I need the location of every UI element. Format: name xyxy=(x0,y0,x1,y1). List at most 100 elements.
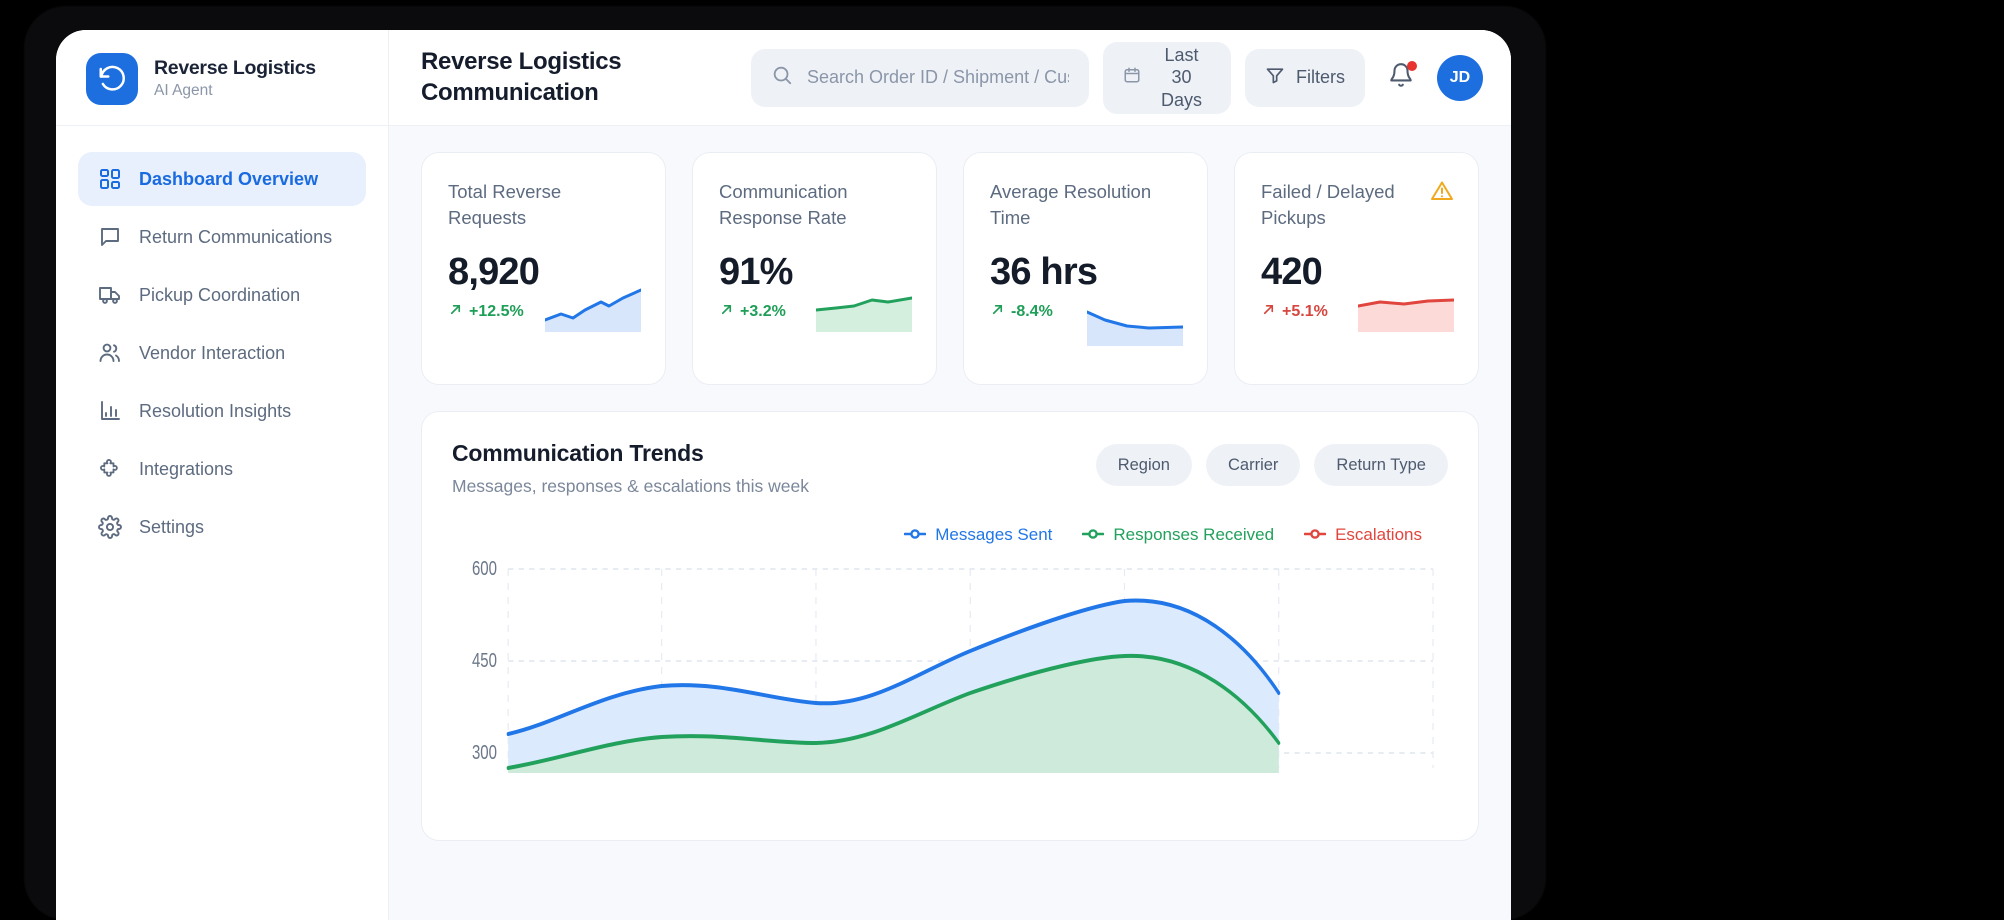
legend-marker-icon xyxy=(1082,525,1105,545)
trends-subtitle: Messages, responses & escalations this w… xyxy=(452,476,809,496)
avatar[interactable]: JD xyxy=(1437,54,1483,101)
legend-marker-icon xyxy=(903,525,927,545)
search-box[interactable] xyxy=(751,48,1089,107)
sidebar-nav: Dashboard Overview Return Communications xyxy=(56,126,388,554)
brand-subtitle: AI Agent xyxy=(154,82,213,99)
sidebar-item-return-communications[interactable]: Return Communications xyxy=(78,210,366,264)
trends-filter-chips: Region Carrier Return Type xyxy=(1095,440,1448,486)
sidebar-item-label: Vendor Interaction xyxy=(139,342,286,363)
rotate-ccw-icon xyxy=(86,52,138,105)
sparkline-chart xyxy=(1358,298,1454,332)
bell-icon xyxy=(1388,62,1414,93)
sidebar-item-label: Settings xyxy=(139,516,205,537)
sparkline-chart xyxy=(816,296,912,332)
kpi-label: Failed / Delayed Pickups xyxy=(1261,181,1395,228)
sidebar-item-label: Integrations xyxy=(139,458,234,479)
legend-item-messages-sent[interactable]: Messages Sent xyxy=(903,525,1053,545)
brand-header: Reverse Logistics AI Agent xyxy=(56,30,388,126)
sidebar-item-pickup-coordination[interactable]: Pickup Coordination xyxy=(78,268,366,322)
kpi-value: 8,920 xyxy=(448,251,540,294)
alert-triangle-icon xyxy=(1430,179,1454,208)
filters-label: Filters xyxy=(1296,67,1345,87)
kpi-delta: +12.5% xyxy=(448,302,639,322)
kpi-card-average-resolution-time[interactable]: Average Resolution Time 36 hrs -8.4% xyxy=(963,152,1208,385)
search-icon xyxy=(771,64,793,91)
notifications-button[interactable] xyxy=(1379,56,1423,100)
legend-label: Responses Received xyxy=(1113,525,1275,544)
page-title: Reverse Logistics Communication xyxy=(421,48,622,106)
gear-icon xyxy=(98,515,122,539)
kpi-card-communication-response-rate[interactable]: Communication Response Rate 91% +3.2% xyxy=(692,152,937,385)
kpi-value: 91% xyxy=(719,251,793,294)
top-bar: Reverse Logistics Communication xyxy=(389,30,1511,126)
legend-item-responses-received[interactable]: Responses Received xyxy=(1082,525,1274,545)
app-window: Reverse Logistics AI Agent Dashboard Ove… xyxy=(56,30,1511,920)
kpi-card-failed-delayed-pickups[interactable]: Failed / Delayed Pickups 420 +5.1% xyxy=(1234,152,1479,385)
series-line-messages-sent xyxy=(506,598,1281,736)
calendar-icon xyxy=(1123,66,1141,90)
sidebar-item-vendor-interaction[interactable]: Vendor Interaction xyxy=(78,326,366,380)
date-range-button[interactable]: Last 30 Days xyxy=(1103,41,1231,114)
trends-title: Communication Trends xyxy=(452,440,704,466)
kpi-value: 36 hrs xyxy=(990,251,1098,294)
communication-trends-card: Communication Trends Messages, responses… xyxy=(421,411,1479,841)
trends-header: Communication Trends Messages, responses… xyxy=(452,440,1448,497)
sidebar-item-integrations[interactable]: Integrations xyxy=(78,442,366,496)
sidebar-item-label: Dashboard Overview xyxy=(139,168,319,189)
search-input[interactable] xyxy=(807,67,1069,88)
bar-chart-icon xyxy=(98,399,122,423)
filters-button[interactable]: Filters xyxy=(1245,48,1365,107)
sidebar-item-dashboard-overview[interactable]: Dashboard Overview xyxy=(78,152,366,206)
users-icon xyxy=(98,341,122,365)
legend-marker-icon xyxy=(1303,525,1327,545)
dashboard-body: Total Reverse Requests 8,920 +12.5% xyxy=(389,126,1511,920)
sparkline-chart xyxy=(1087,310,1183,346)
main-content: Reverse Logistics Communication xyxy=(389,30,1511,920)
kpi-delta-label: +5.1% xyxy=(1282,302,1328,320)
trend-up-icon xyxy=(990,302,1005,322)
sidebar-item-label: Resolution Insights xyxy=(139,400,292,421)
sidebar-item-settings[interactable]: Settings xyxy=(78,500,366,554)
notification-badge xyxy=(1407,60,1417,71)
kpi-card-row: Total Reverse Requests 8,920 +12.5% xyxy=(421,152,1479,385)
kpi-card-total-reverse-requests[interactable]: Total Reverse Requests 8,920 +12.5% xyxy=(421,152,666,385)
sidebar-item-resolution-insights[interactable]: Resolution Insights xyxy=(78,384,366,438)
chip-carrier[interactable]: Carrier xyxy=(1205,444,1301,486)
kpi-delta: -8.4% xyxy=(990,302,1181,322)
communication-trends-chart: 600 450 300 xyxy=(452,553,1448,773)
sidebar-item-label: Return Communications xyxy=(139,226,333,247)
kpi-delta-label: +3.2% xyxy=(740,302,786,320)
kpi-label: Total Reverse Requests xyxy=(448,181,562,228)
chip-region[interactable]: Region xyxy=(1095,444,1192,486)
message-square-icon xyxy=(98,225,122,249)
legend-label: Messages Sent xyxy=(935,525,1053,544)
grid-icon xyxy=(98,167,122,191)
kpi-label: Average Resolution Time xyxy=(990,181,1152,228)
kpi-delta: +5.1% xyxy=(1261,302,1452,322)
trend-up-icon xyxy=(448,302,463,322)
kpi-delta-label: -8.4% xyxy=(1011,302,1053,320)
legend-label: Escalations xyxy=(1335,525,1422,544)
y-tick-label: 600 xyxy=(472,557,497,580)
series-area-responses-received xyxy=(508,655,1279,773)
y-tick-label: 300 xyxy=(472,741,497,764)
kpi-label: Communication Response Rate xyxy=(719,181,848,228)
date-range-label: Last 30 Days xyxy=(1160,44,1202,110)
sidebar: Reverse Logistics AI Agent Dashboard Ove… xyxy=(56,30,389,920)
series-line-responses-received xyxy=(506,653,1281,770)
filter-icon xyxy=(1265,65,1285,90)
y-tick-label: 450 xyxy=(472,649,497,672)
puzzle-icon xyxy=(98,457,122,481)
trend-up-icon xyxy=(719,302,734,322)
kpi-delta-label: +12.5% xyxy=(469,302,524,320)
chip-return-type[interactable]: Return Type xyxy=(1314,444,1448,486)
trend-up-icon xyxy=(1261,302,1276,322)
sparkline-chart xyxy=(545,288,641,332)
sidebar-item-label: Pickup Coordination xyxy=(139,284,301,305)
legend-item-escalations[interactable]: Escalations xyxy=(1303,525,1422,545)
brand-title: Reverse Logistics xyxy=(154,57,316,79)
chart-svg: 600 450 300 xyxy=(472,557,1434,773)
avatar-initials: JD xyxy=(1449,68,1471,86)
kpi-delta: +3.2% xyxy=(719,302,910,322)
